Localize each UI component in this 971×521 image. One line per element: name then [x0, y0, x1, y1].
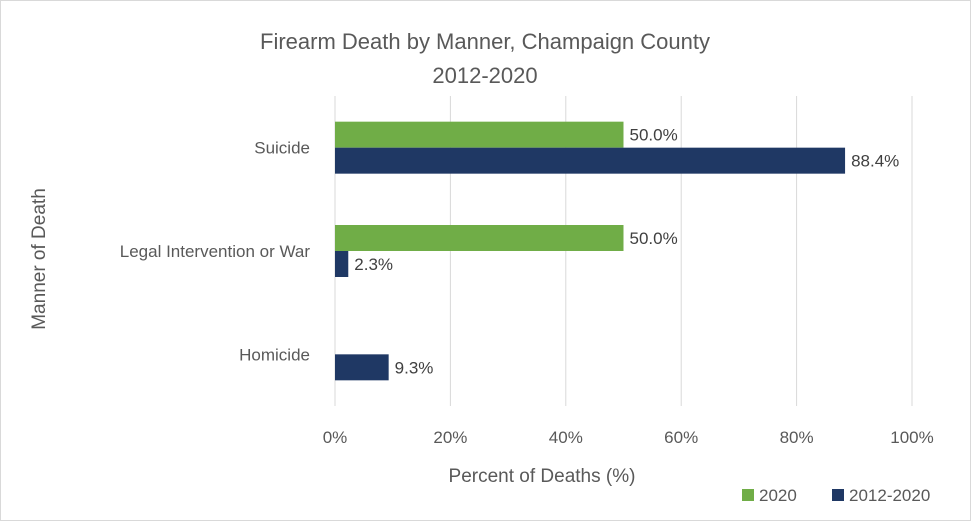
- category-labels: Suicide Legal Intervention or War Homicide: [120, 139, 311, 365]
- x-tick-label-3: 60%: [664, 428, 698, 447]
- chart-title-line-2: 2012-2020: [432, 63, 537, 88]
- bar-2012-2020-0: [335, 147, 846, 174]
- chart-title-line-1: Firearm Death by Manner, Champaign Count…: [260, 29, 710, 54]
- category-label-2: Homicide: [239, 345, 310, 364]
- bars: [335, 121, 846, 381]
- data-label-2012-2020-0: 88.4%: [851, 152, 899, 171]
- bar-2012-2020-1: [335, 251, 349, 277]
- legend-swatch-2020: [742, 489, 754, 501]
- x-axis-title: Percent of Deaths (%): [449, 466, 636, 487]
- x-tick-label-5: 100%: [890, 428, 933, 447]
- x-tick-label-4: 80%: [780, 428, 814, 447]
- legend-swatch-2012-2020: [832, 489, 844, 501]
- category-label-0: Suicide: [254, 139, 310, 158]
- x-tick-label-0: 0%: [323, 428, 348, 447]
- bar-2012-2020-2: [335, 354, 389, 381]
- data-labels: 50.0% 88.4% 50.0% 2.3% 9.3%: [354, 126, 899, 378]
- legend-label-2020: 2020: [759, 486, 797, 505]
- bar-2020-1: [335, 225, 624, 251]
- data-label-2012-2020-2: 9.3%: [395, 358, 434, 377]
- data-label-2020-1: 50.0%: [630, 229, 678, 248]
- bar-2020-0: [335, 121, 624, 148]
- legend-label-2012-2020: 2012-2020: [849, 486, 930, 505]
- data-label-2012-2020-1: 2.3%: [354, 255, 393, 274]
- x-tick-labels: 0% 20% 40% 60% 80% 100%: [323, 428, 934, 447]
- legend: 2020 2012-2020: [742, 486, 930, 505]
- data-label-2020-0: 50.0%: [630, 126, 678, 145]
- x-tick-label-1: 20%: [433, 428, 467, 447]
- category-label-1: Legal Intervention or War: [120, 242, 311, 261]
- y-axis-title: Manner of Death: [29, 188, 50, 330]
- x-tick-label-2: 40%: [549, 428, 583, 447]
